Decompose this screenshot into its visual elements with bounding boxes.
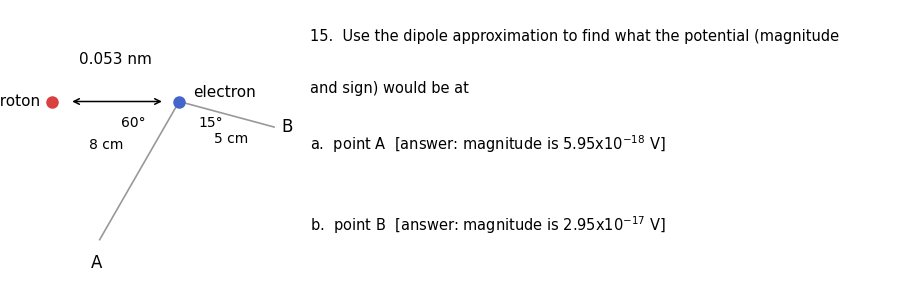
Text: B: B bbox=[281, 118, 292, 136]
Text: 60°: 60° bbox=[121, 116, 145, 130]
Text: 15°: 15° bbox=[198, 116, 222, 130]
Text: electron: electron bbox=[193, 85, 256, 100]
Text: and sign) would be at: and sign) would be at bbox=[309, 81, 468, 96]
Text: proton: proton bbox=[0, 94, 41, 109]
Text: a.  point A  [answer: magnitude is 5.95x10$^{-18}$ V]: a. point A [answer: magnitude is 5.95x10… bbox=[309, 133, 665, 155]
Text: b.  point B  [answer: magnitude is 2.95x10$^{-17}$ V]: b. point B [answer: magnitude is 2.95x10… bbox=[309, 215, 666, 236]
Text: A: A bbox=[91, 254, 102, 272]
Text: 5 cm: 5 cm bbox=[214, 132, 248, 146]
Text: 0.053 nm: 0.053 nm bbox=[79, 52, 152, 67]
Text: 15.  Use the dipole approximation to find what the potential (magnitude: 15. Use the dipole approximation to find… bbox=[309, 29, 838, 44]
Text: 8 cm: 8 cm bbox=[88, 138, 123, 152]
